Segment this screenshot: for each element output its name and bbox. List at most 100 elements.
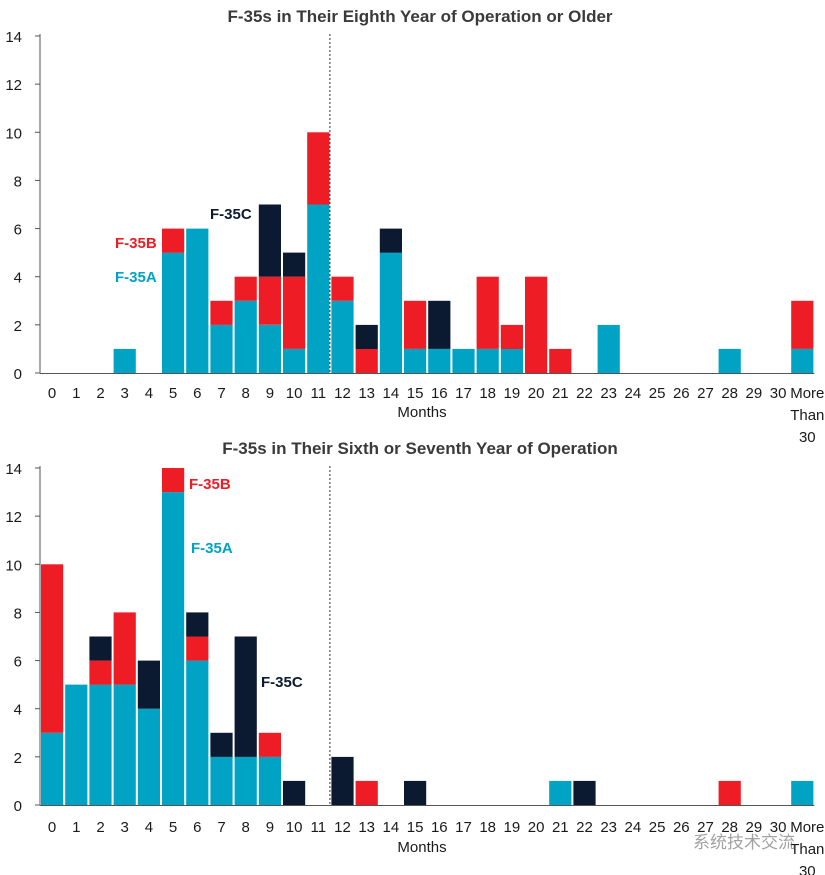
bar-f-35a-18 xyxy=(476,348,499,373)
x-tick-label: 7 xyxy=(217,819,225,836)
bar-f-35c-6 xyxy=(186,612,209,637)
x-tick-label: 6 xyxy=(193,819,201,836)
bar-f-35b-18 xyxy=(476,276,499,349)
x-tick-label: 1 xyxy=(72,819,80,836)
bar-f-35a-0 xyxy=(41,732,64,805)
bar-f-35c-2 xyxy=(89,636,112,661)
bar-f-35b-19 xyxy=(500,324,523,349)
x-tick-label: 15 xyxy=(407,385,424,402)
bar-f-35a-10 xyxy=(283,348,306,373)
x-tick-label: 2 xyxy=(96,819,104,836)
y-tick-label: 2 xyxy=(14,750,22,767)
x-tick-label: 0 xyxy=(48,385,56,402)
x-axis-label: Months xyxy=(397,404,446,421)
legend-f35b: F-35B xyxy=(189,476,231,493)
bar-f-35a-12 xyxy=(331,300,354,373)
bar-f-35b-2 xyxy=(89,660,112,685)
y-tick-label: 8 xyxy=(14,173,22,190)
x-tick-label: 10 xyxy=(286,385,303,402)
legend-f35c: F-35C xyxy=(210,206,252,223)
y-tick-label: 2 xyxy=(14,318,22,335)
y-tick-label: 6 xyxy=(14,222,22,239)
chart-eighth-year: F-35s in Their Eighth Year of Operation … xyxy=(5,7,824,446)
x-tick-label: 22 xyxy=(576,385,593,402)
x-tick-label: 27 xyxy=(697,385,714,402)
bar-f-35c-7 xyxy=(210,732,233,757)
y-tick-label: 12 xyxy=(5,77,22,94)
chart-sixth-seventh-year: F-35s in Their Sixth or Seventh Year of … xyxy=(5,439,824,875)
x-tick-label: 12 xyxy=(334,385,351,402)
bar-f-35a-6 xyxy=(186,660,209,805)
x-tick-label: 12 xyxy=(334,819,351,836)
x-tick-label: 28 xyxy=(721,819,738,836)
bar-f-35b-0 xyxy=(41,564,64,733)
x-tick-label: 26 xyxy=(673,385,690,402)
bar-f-35b-5 xyxy=(162,228,185,253)
x-tick-label: 17 xyxy=(455,819,472,836)
bar-f-35c-22 xyxy=(573,780,596,805)
x-tick-label: 3 xyxy=(121,385,129,402)
bar-f-35a-14 xyxy=(379,252,402,373)
x-axis-label: Months xyxy=(397,839,446,856)
bar-f-35b-7 xyxy=(210,300,233,325)
x-tick-label: 16 xyxy=(431,385,448,402)
y-tick-label: 0 xyxy=(14,366,22,383)
legend-f35b: F-35B xyxy=(115,235,157,252)
x-tick-label: 20 xyxy=(528,819,545,836)
x-tick-label: 25 xyxy=(649,385,666,402)
chart-title: F-35s in Their Sixth or Seventh Year of … xyxy=(222,439,618,458)
bar-f-35a-6 xyxy=(186,228,209,373)
bar-f-35a-19 xyxy=(500,348,523,373)
bar-f-35a-4 xyxy=(137,708,160,805)
x-tick-label: 23 xyxy=(600,385,617,402)
x-tick-label: 26 xyxy=(673,819,690,836)
bar-f-35b-28 xyxy=(718,780,741,805)
bar-f-35a-more-than-30 xyxy=(791,780,814,805)
chart-title: F-35s in Their Eighth Year of Operation … xyxy=(227,7,612,26)
bar-f-35c-16 xyxy=(428,300,451,349)
x-tick-label: 18 xyxy=(479,385,496,402)
x-tick-label: 21 xyxy=(552,819,569,836)
bar-f-35c-13 xyxy=(355,324,378,349)
x-tick-label: 16 xyxy=(431,819,448,836)
bar-f-35a-23 xyxy=(597,324,620,373)
bar-f-35a-11 xyxy=(307,204,330,373)
x-tick-label: 4 xyxy=(145,819,153,836)
bars-group xyxy=(41,468,814,805)
bar-f-35c-8 xyxy=(234,636,257,757)
x-tick-label: 11 xyxy=(311,819,327,836)
y-tick-label: 10 xyxy=(5,125,22,142)
bar-f-35a-2 xyxy=(89,684,112,805)
y-tick-label: 4 xyxy=(14,270,22,287)
x-tick-label: 9 xyxy=(266,819,274,836)
y-tick-label: 6 xyxy=(14,654,22,671)
x-tick-label: 25 xyxy=(649,819,666,836)
x-tick-label: 20 xyxy=(528,385,545,402)
x-tick-label: 29 xyxy=(746,819,763,836)
x-tick-label: 10 xyxy=(286,819,303,836)
bar-f-35b-20 xyxy=(525,276,548,373)
bar-f-35a-5 xyxy=(162,492,185,805)
legend-f35a: F-35A xyxy=(115,269,157,286)
x-tick-label: 8 xyxy=(242,819,250,836)
y-tick-label: 12 xyxy=(5,509,22,526)
y-tick-label: 10 xyxy=(5,557,22,574)
bar-f-35c-10 xyxy=(283,252,306,277)
x-tick-label: 28 xyxy=(721,385,738,402)
x-tick-label: 3 xyxy=(121,819,129,836)
bar-f-35a-9 xyxy=(258,756,281,805)
bar-f-35a-21 xyxy=(549,780,572,805)
watermark-text: 系统技术交流 xyxy=(693,833,795,853)
bar-f-35a-7 xyxy=(210,756,233,805)
bar-f-35c-15 xyxy=(404,780,427,805)
bar-f-35b-15 xyxy=(404,300,427,349)
bar-f-35a-17 xyxy=(452,348,475,373)
x-tick-label: 18 xyxy=(479,819,496,836)
bar-f-35a-5 xyxy=(162,252,185,373)
bar-f-35a-3 xyxy=(113,684,136,805)
bar-f-35a-1 xyxy=(65,684,88,805)
bar-f-35c-12 xyxy=(331,756,354,805)
